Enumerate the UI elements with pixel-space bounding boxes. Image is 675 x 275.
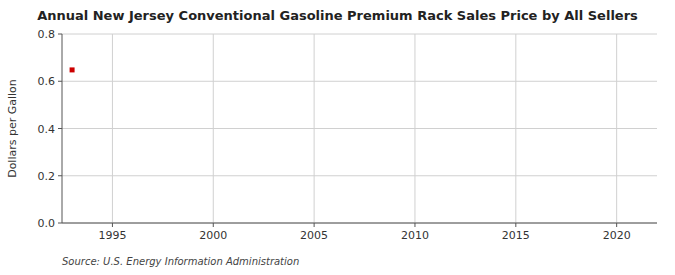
x-tick-label: 1995 xyxy=(98,229,126,242)
y-tick-label: 0.8 xyxy=(38,28,56,41)
data xyxy=(70,67,75,72)
y-tick-label: 0.2 xyxy=(38,170,56,183)
x-tick-label: 2005 xyxy=(300,229,328,242)
y-tick-label: 0.4 xyxy=(38,123,56,136)
x-tick-label: 2020 xyxy=(603,229,631,242)
x-tick-label: 2000 xyxy=(199,229,227,242)
x-tick xyxy=(213,223,214,227)
x-grid-line xyxy=(515,34,516,223)
y-tick-label: 0.0 xyxy=(38,217,56,230)
y-grid-line xyxy=(62,81,657,82)
x-grid-line xyxy=(616,34,617,223)
source-note: Source: U.S. Energy Information Administ… xyxy=(62,256,299,267)
point xyxy=(70,67,75,72)
x-grid-line xyxy=(213,34,214,223)
y-tick-label: 0.6 xyxy=(38,75,56,88)
x-tick xyxy=(616,223,617,227)
y-tick xyxy=(58,34,62,35)
y-tick xyxy=(58,128,62,129)
x-tick xyxy=(414,223,415,227)
x-axis-line xyxy=(62,223,657,224)
y-grid-line xyxy=(62,223,657,224)
y-grid-line xyxy=(62,34,657,35)
x-tick-label: 2015 xyxy=(502,229,530,242)
y-grid-line xyxy=(62,175,657,176)
x-tick xyxy=(112,223,113,227)
chart: 1995 2000 2005 2010 2015 2020 0.0 0.2 0.4 0.6 0.8 A… xyxy=(0,0,675,275)
grid xyxy=(62,34,657,223)
x-tick xyxy=(314,223,315,227)
y-grid-line xyxy=(62,128,657,129)
y-tick xyxy=(58,81,62,82)
y-axis-label: Dollars per Gallon xyxy=(6,79,19,178)
x-grid-line xyxy=(414,34,415,223)
x-tick-label: 2010 xyxy=(401,229,429,242)
x-grid-line xyxy=(112,34,113,223)
y-tick xyxy=(58,223,62,224)
title: Annual New Jersey Conventional Gasoline … xyxy=(37,8,638,23)
y-tick xyxy=(58,175,62,176)
x-grid-line xyxy=(314,34,315,223)
x-tick xyxy=(515,223,516,227)
